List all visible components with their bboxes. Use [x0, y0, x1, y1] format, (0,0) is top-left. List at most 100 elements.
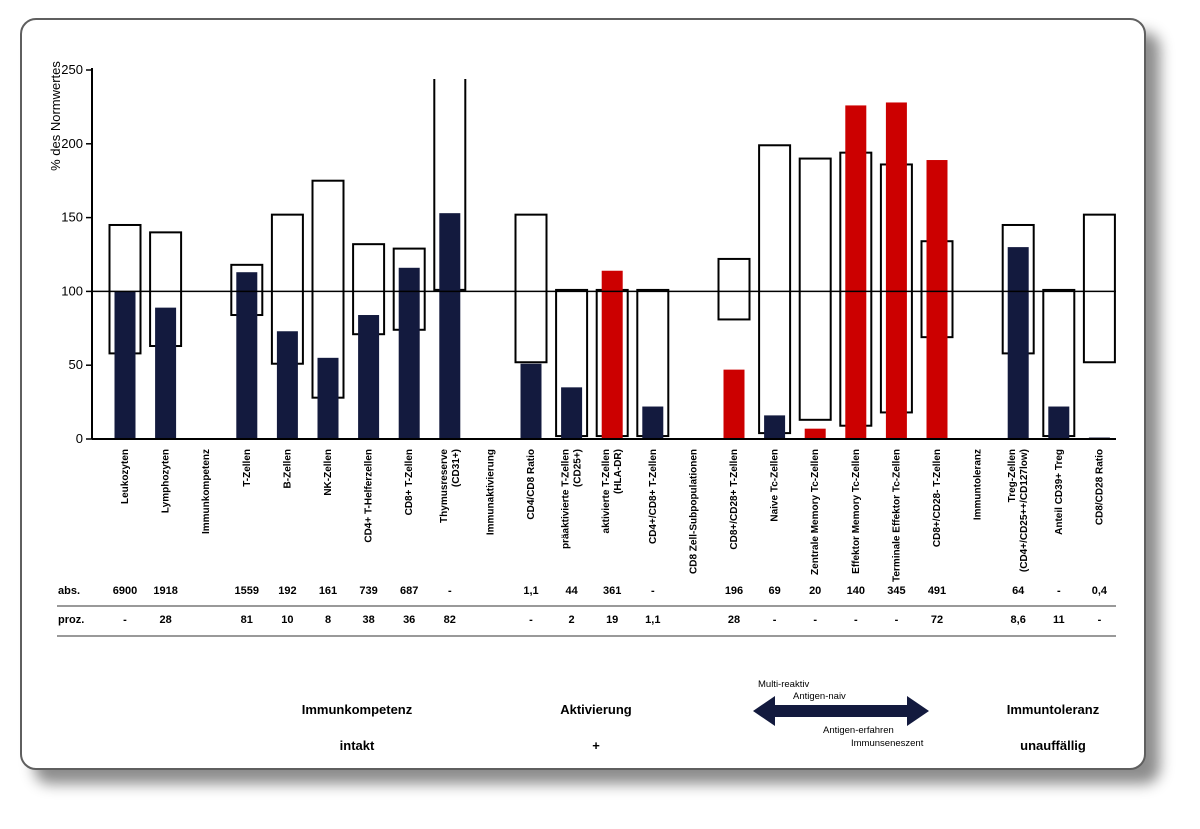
category-label: Leukozyten [120, 449, 131, 504]
arrow-label-multi-reaktiv: Multi-reaktiv [758, 679, 809, 690]
bar [642, 406, 664, 439]
table-cell-abs: 192 [278, 585, 296, 597]
category-label: Terminale Effektor Tc-Zellen [891, 449, 902, 582]
table-cell-abs: - [1057, 585, 1061, 597]
table-cell-abs: 6900 [113, 585, 137, 597]
y-tick-label: 50 [69, 357, 83, 372]
category-label: CD8+ T-Zellen [404, 449, 415, 515]
table-cell-abs: 687 [400, 585, 418, 597]
reference-range-box [798, 157, 832, 421]
table-cell-proz: 72 [931, 614, 943, 626]
summary-immuntoleranz-title: Immuntoleranz [1007, 702, 1100, 717]
table-cell-abs: 345 [887, 585, 905, 597]
reference-range-box [1082, 213, 1116, 364]
chart-card [20, 18, 1146, 770]
table-cell-proz: - [813, 614, 817, 626]
category-label: CD4/CD8 Ratio [526, 449, 537, 520]
table-cell-abs: 161 [319, 585, 337, 597]
table-cell-proz: 8,6 [1011, 614, 1026, 626]
category-label: Immunkompetenz [201, 449, 212, 534]
table-cell-proz: 2 [569, 614, 575, 626]
bar [236, 272, 258, 439]
table-cell-abs: 140 [847, 585, 865, 597]
bar [561, 387, 583, 439]
table-cell-abs: 491 [928, 585, 946, 597]
bar [358, 315, 380, 439]
reference-range-box [514, 213, 548, 364]
category-label: T-Zellen [242, 449, 253, 487]
bar [845, 105, 867, 439]
table-cell-abs: 0,4 [1092, 585, 1108, 597]
table-cell-abs: 1,1 [523, 585, 538, 597]
category-label: Immunaktivierung [485, 449, 496, 535]
table-cell-abs: 44 [565, 585, 578, 597]
y-axis-label: % des Normwertes [48, 61, 63, 171]
summary-immunkompetenz-title: Immunkompetenz [302, 702, 413, 717]
bar [155, 307, 177, 439]
y-tick-label: 150 [61, 210, 83, 225]
bar [885, 102, 907, 440]
table-cell-proz: 19 [606, 614, 618, 626]
table-cell-proz: - [123, 614, 127, 626]
table-cell-abs: - [651, 585, 655, 597]
bar [804, 428, 826, 439]
table-cell-abs: 196 [725, 585, 743, 597]
category-label: NK-Zellen [323, 449, 334, 496]
y-tick-label: 200 [61, 136, 83, 151]
table-cell-abs: 361 [603, 585, 621, 597]
table-cell-proz: - [529, 614, 533, 626]
category-label: Zentrale Memory Tc-Zellen [810, 449, 821, 575]
table-cell-proz: 11 [1053, 614, 1065, 626]
category-label: Lymphozyten [161, 449, 172, 513]
y-tick-label: 250 [61, 62, 83, 77]
arrow-label-immunseneszent: Immunseneszent [851, 738, 924, 749]
table-cell-proz: 36 [403, 614, 415, 626]
bar [398, 267, 420, 439]
double-arrow-icon [753, 696, 929, 726]
table-cell-abs: 20 [809, 585, 821, 597]
summary-aktivierung-value: + [592, 738, 600, 753]
bar [764, 415, 786, 439]
table-cell-abs: 739 [359, 585, 377, 597]
table-cell-proz: 81 [241, 614, 253, 626]
category-label: CD8/CD28 Ratio [1094, 449, 1105, 525]
reference-range-box [717, 257, 751, 321]
y-tick-label: 0 [76, 431, 83, 446]
bar [439, 213, 461, 439]
category-label: CD8+/CD28+ T-Zellen [729, 449, 740, 550]
bar [317, 357, 339, 439]
reference-range-box [758, 144, 792, 435]
category-label: aktivierte T-Zellen(HLA-DR) [601, 449, 624, 533]
table-cell-proz: 38 [362, 614, 374, 626]
summary-aktivierung-title: Aktivierung [560, 702, 632, 717]
category-label: CD4+ T-Helferzellen [364, 449, 375, 543]
table-cell-abs: 69 [768, 585, 780, 597]
table-cell-proz: - [854, 614, 858, 626]
bar [926, 160, 948, 439]
category-label: Naive Tc-Zellen [770, 449, 781, 522]
table-cell-abs: 1559 [235, 585, 259, 597]
category-label: CD8+/CD28- T-Zellen [932, 449, 943, 547]
table-cell-abs: 1918 [153, 585, 177, 597]
row-label-abs: abs. [58, 585, 80, 597]
row-label-proz: proz. [58, 614, 84, 626]
arrow-label-antigen-naiv: Antigen-naiv [793, 691, 846, 702]
category-label: B-Zellen [282, 449, 293, 488]
table-cell-proz: - [773, 614, 777, 626]
category-label: Immuntoleranz [973, 449, 984, 520]
table-cell-proz: 10 [281, 614, 293, 626]
category-label: Effektor Memory Tc-Zellen [851, 449, 862, 574]
table-cell-abs: - [448, 585, 452, 597]
bar [520, 363, 542, 439]
table-cell-proz: 1,1 [645, 614, 660, 626]
category-label: Treg-Zellen(CD4+/CD25++/CD127low) [1007, 449, 1030, 572]
summary-immunkompetenz-value: intakt [340, 738, 375, 753]
category-label: CD4+/CD8+ T-Zellen [648, 449, 659, 544]
category-label: CD8 Zell-Subpopulationen [688, 449, 699, 574]
category-label: Thymusreserve(CD31+) [439, 449, 462, 523]
table-cell-proz: 8 [325, 614, 331, 626]
bar [276, 331, 298, 439]
table-cell-proz: 28 [159, 614, 171, 626]
bar [723, 369, 745, 439]
